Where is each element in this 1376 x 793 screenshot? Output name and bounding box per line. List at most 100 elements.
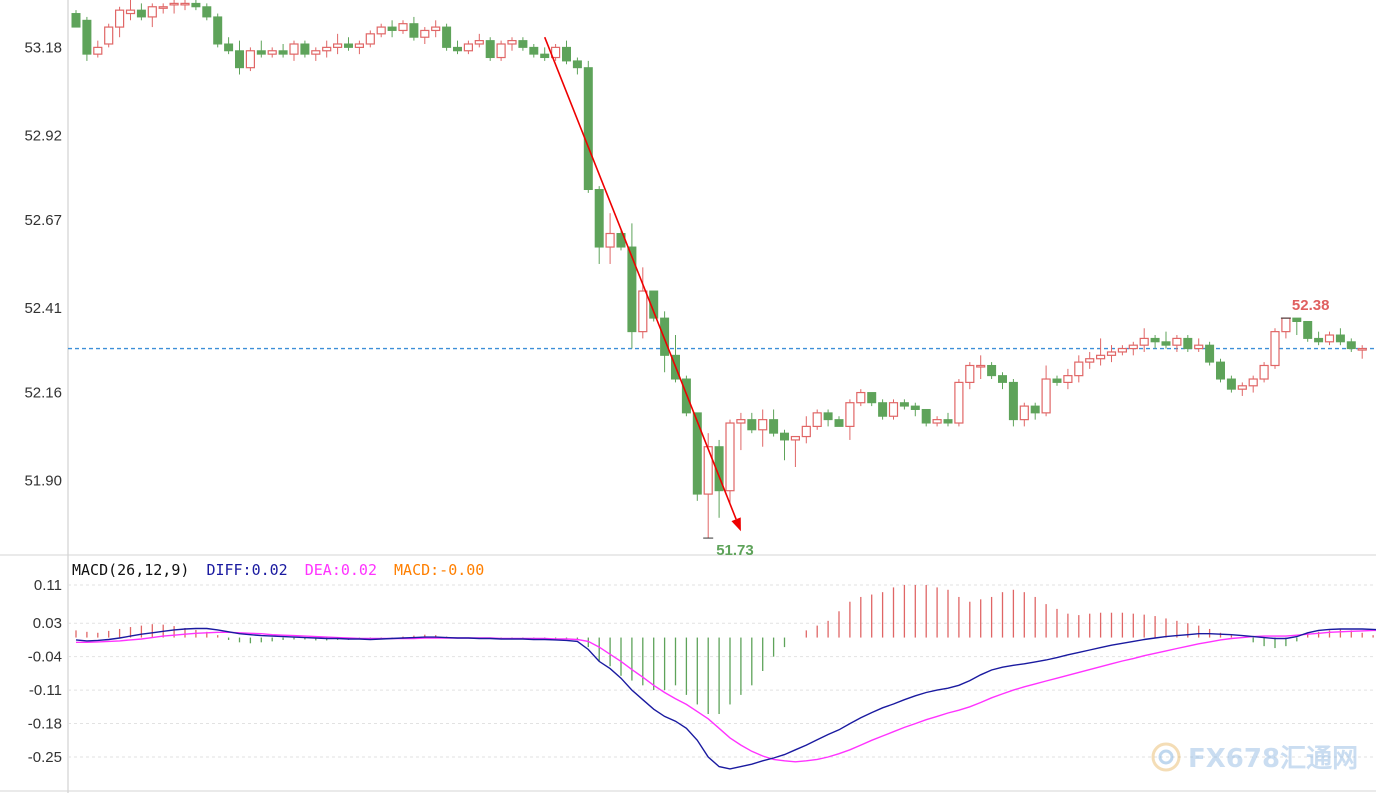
candle-body: [1041, 378, 1051, 414]
candle-body: [583, 67, 593, 191]
candle-body: [780, 432, 789, 441]
candle-up: [1117, 345, 1128, 356]
candle-down: [1161, 331, 1171, 349]
candle-up: [605, 213, 615, 264]
candle-up: [1259, 362, 1269, 383]
candle-body: [213, 16, 223, 45]
candle-down: [278, 43, 288, 58]
candle-body: [921, 408, 931, 424]
candle-down: [867, 392, 877, 407]
candle-up: [104, 23, 114, 48]
candle-body: [1237, 385, 1247, 390]
candle-body: [125, 9, 136, 15]
candle-up: [376, 23, 386, 38]
candle-down: [834, 416, 844, 427]
candle-body: [845, 402, 855, 428]
candle-up: [431, 20, 441, 38]
candle-body: [191, 2, 201, 8]
candle-body: [562, 46, 571, 62]
candle-body: [1161, 341, 1171, 346]
candle-body: [311, 50, 321, 55]
candle-body: [267, 50, 277, 55]
candle-up: [965, 362, 975, 390]
candle-body: [278, 50, 288, 55]
candle-down: [616, 230, 626, 251]
candle-body: [463, 43, 473, 52]
candle-body: [256, 50, 266, 55]
candle-up: [1194, 338, 1204, 352]
candle-body: [1008, 381, 1018, 421]
candle-up: [354, 40, 364, 55]
candle-body: [202, 6, 212, 18]
candle-up: [954, 379, 964, 427]
candle-body: [1030, 405, 1040, 414]
candle-up: [496, 40, 506, 61]
candle-body: [496, 43, 506, 59]
candle-down: [1205, 341, 1215, 366]
candle-up: [311, 47, 321, 61]
candle-down: [82, 16, 92, 61]
candle-up: [1248, 375, 1258, 393]
candle-body: [1205, 344, 1215, 363]
candle-body: [649, 290, 659, 319]
candle-up: [1095, 338, 1106, 366]
candle-down: [1335, 328, 1345, 346]
candle-down: [71, 10, 81, 28]
candle-body: [431, 26, 441, 32]
candle-body: [354, 43, 364, 48]
candle-up: [1074, 355, 1084, 383]
candle-up: [474, 33, 484, 48]
candle-up: [1357, 345, 1367, 359]
candle-body: [409, 23, 419, 38]
price-tick-label: 51.90: [24, 473, 62, 490]
candle-body: [899, 402, 909, 407]
macd-tick-label: 0.03: [33, 615, 62, 632]
candle-body: [1128, 344, 1138, 350]
candle-body: [954, 381, 964, 424]
candle-down: [594, 186, 604, 264]
candle-body: [572, 60, 582, 69]
candle-down: [987, 362, 997, 380]
macd-y-axis: 0.11 0.03 -0.04 -0.11 -0.18 -0.25: [28, 577, 62, 766]
candle-body: [888, 402, 899, 417]
candle-up: [932, 416, 942, 427]
candle-body: [169, 2, 179, 6]
price-tick-label: 52.67: [24, 212, 62, 229]
candle-down: [224, 37, 234, 55]
candle-body: [1335, 334, 1345, 343]
macd-tick-label: -0.18: [28, 716, 62, 733]
candle-body: [136, 9, 146, 18]
candle-down: [823, 409, 833, 427]
candle-body: [758, 419, 768, 431]
candle-body: [736, 419, 746, 424]
candle-body: [365, 33, 375, 45]
candle-down: [344, 37, 353, 51]
candle-down: [1183, 335, 1193, 352]
candle-body: [987, 364, 997, 377]
candle-up: [289, 40, 299, 61]
candle-up: [1139, 328, 1149, 352]
candle-down: [191, 0, 201, 11]
macd-legend-dea: DEA:0.02: [305, 561, 377, 579]
candle-body: [1216, 361, 1225, 380]
candle-down: [1216, 358, 1225, 383]
candle-up: [1128, 341, 1138, 356]
candle-up: [1041, 365, 1051, 417]
candle-body: [1303, 320, 1313, 339]
candle-body: [1270, 331, 1280, 367]
candle-up: [245, 47, 255, 72]
candle-down: [660, 311, 670, 373]
candle-body: [660, 317, 670, 356]
candle-body: [790, 435, 801, 441]
candle-body: [376, 26, 386, 35]
low-price-label: 51.73: [716, 542, 754, 559]
candle-body: [747, 419, 757, 431]
candle-body: [1281, 317, 1291, 333]
candle-body: [703, 446, 713, 495]
candle-body: [1183, 337, 1193, 350]
candle-body: [322, 46, 332, 52]
candle-body: [245, 50, 255, 69]
candle-body: [420, 29, 430, 38]
candle-down: [202, 3, 212, 21]
candle-body: [965, 364, 975, 384]
